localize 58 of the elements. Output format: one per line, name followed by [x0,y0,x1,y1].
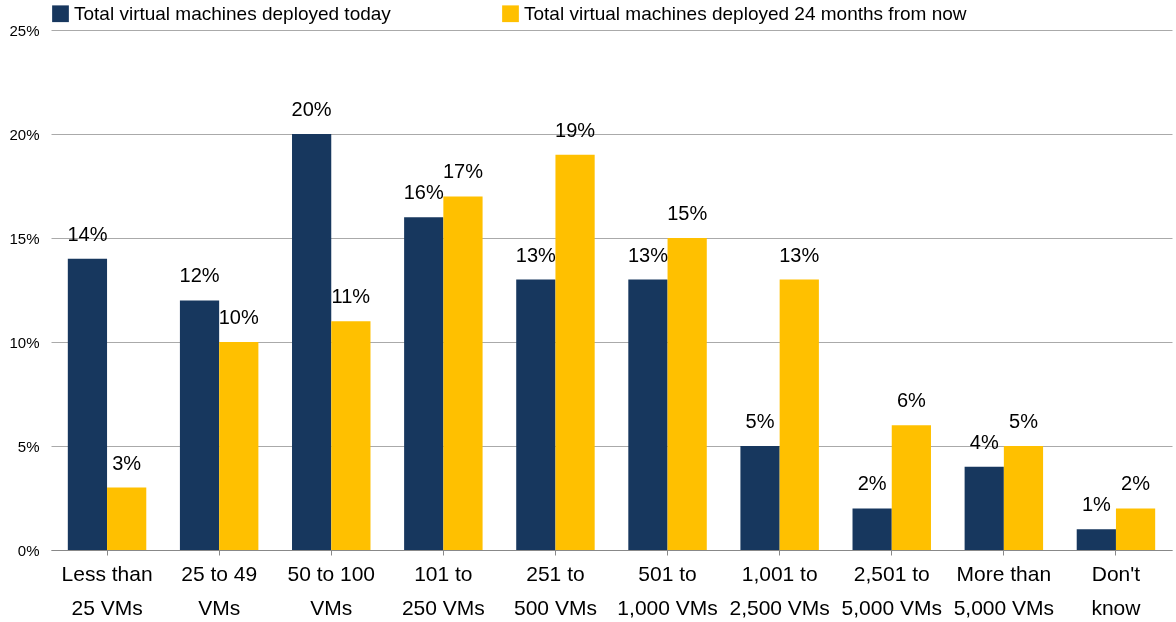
bar [219,342,259,550]
x-tick-label: Don't know [1091,561,1142,619]
data-label: 10% [218,306,259,328]
x-tick-label: Less than 25 VMs [61,561,153,619]
x-tick-label: 101 to 250 VMs [401,561,485,619]
data-label: 2% [1121,472,1151,495]
data-label: 2% [857,472,887,495]
data-label: 20% [291,98,332,120]
bar [555,154,595,550]
x-tick-label: 50 to 100 VMs [287,561,376,619]
data-label: 5% [745,410,775,432]
bar [740,446,780,550]
data-label: 13% [627,243,669,266]
y-tick-label: 20% [9,125,40,143]
bar [1003,446,1044,550]
x-tick-label: 501 to 1,000 VMs [617,561,718,619]
bar [179,300,220,550]
data-label: 1% [1081,493,1111,516]
x-tick-label: More than 5,000 VMs [953,561,1055,619]
bar [1076,529,1116,550]
bar [964,466,1004,550]
y-tick-label: 5% [17,437,40,455]
data-label: 12% [179,264,220,287]
x-tick-label: 2,501 to 5,000 VMs [841,561,942,619]
bar [443,196,483,550]
bar [628,279,668,550]
data-label: 13% [779,243,820,266]
data-label: 14% [67,222,108,245]
data-label: 13% [515,243,557,266]
data-label: 6% [896,389,927,412]
legend-label: Total virtual machines deployed today [74,2,392,24]
bar [331,321,371,550]
legend-label: Total virtual machines deployed 24 months from now [524,2,967,24]
x-tick-label: 251 to 500 VMs [514,561,597,619]
data-label: 16% [403,181,444,204]
data-label: 15% [667,202,708,224]
data-label: 11% [331,285,371,308]
bar [107,487,147,550]
x-tick-label: 25 to 49 VMs [181,561,258,619]
y-tick-label: 15% [9,229,40,247]
bar [404,217,444,550]
y-tick-label: 25% [9,21,40,39]
data-label: 17% [442,160,484,183]
bar [67,258,108,550]
bar [891,425,931,550]
bar [292,134,332,550]
data-label: 4% [969,430,999,453]
bar [1115,508,1156,550]
bar [516,279,556,550]
y-tick-label: 10% [9,333,40,351]
x-tick-label: 1,001 to 2,500 VMs [729,561,830,619]
bar [852,508,892,550]
data-label: 3% [112,451,142,474]
data-label: 5% [1009,410,1039,432]
y-tick-label: 0% [17,541,40,559]
bar [779,279,819,550]
data-label: 19% [555,118,596,141]
bar [667,238,707,550]
